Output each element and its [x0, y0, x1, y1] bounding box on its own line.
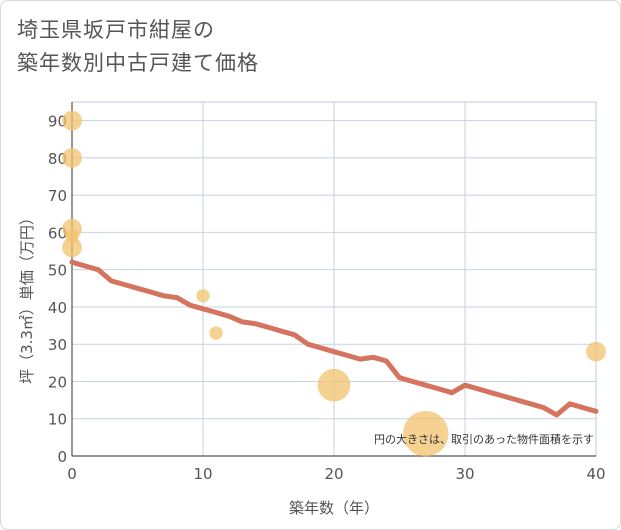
- y-axis-label: 坪（3.3㎡）単価（万円）: [18, 210, 36, 384]
- y-tick-label: 90: [48, 113, 67, 131]
- scatter-points: [62, 110, 606, 457]
- y-tick-label: 50: [48, 262, 67, 280]
- y-tick-label: 0: [57, 448, 67, 466]
- scatter-point: [403, 410, 449, 457]
- scatter-point: [586, 341, 606, 362]
- x-axis-label: 築年数（年）: [289, 499, 379, 517]
- scatter-point: [62, 147, 82, 168]
- y-tick-label: 20: [48, 373, 67, 391]
- x-tick-label: 30: [455, 465, 474, 483]
- title-line-1: 埼玉県坂戸市紺屋の: [17, 18, 215, 42]
- size-note: 円の大きさは、取引のあった物件面積を示す: [374, 432, 594, 446]
- scatter-point: [62, 237, 82, 258]
- y-tick-label: 10: [48, 411, 67, 429]
- grid-lines: [71, 102, 596, 457]
- trend-line-group: [69, 259, 599, 418]
- trend-line: [69, 259, 599, 418]
- y-tick-label: 40: [48, 299, 67, 317]
- y-tick-label: 30: [48, 336, 67, 354]
- x-tick-label: 40: [586, 465, 605, 483]
- x-tick-label: 20: [324, 465, 343, 483]
- y-tick-label: 70: [48, 187, 67, 205]
- scatter-point: [62, 110, 82, 131]
- title-line-2: 築年数別中古戸建て価格: [17, 51, 259, 75]
- scatter-point: [317, 368, 351, 402]
- chart-title: 埼玉県坂戸市紺屋の 築年数別中古戸建て価格: [17, 14, 259, 80]
- x-tick-label: 0: [67, 465, 77, 483]
- scatter-point: [196, 289, 210, 303]
- scatter-point: [209, 326, 223, 340]
- y-tick-label: 80: [48, 150, 67, 168]
- x-tick-labels: 0 10 20 30 40: [67, 465, 605, 483]
- x-tick-label: 10: [193, 465, 212, 483]
